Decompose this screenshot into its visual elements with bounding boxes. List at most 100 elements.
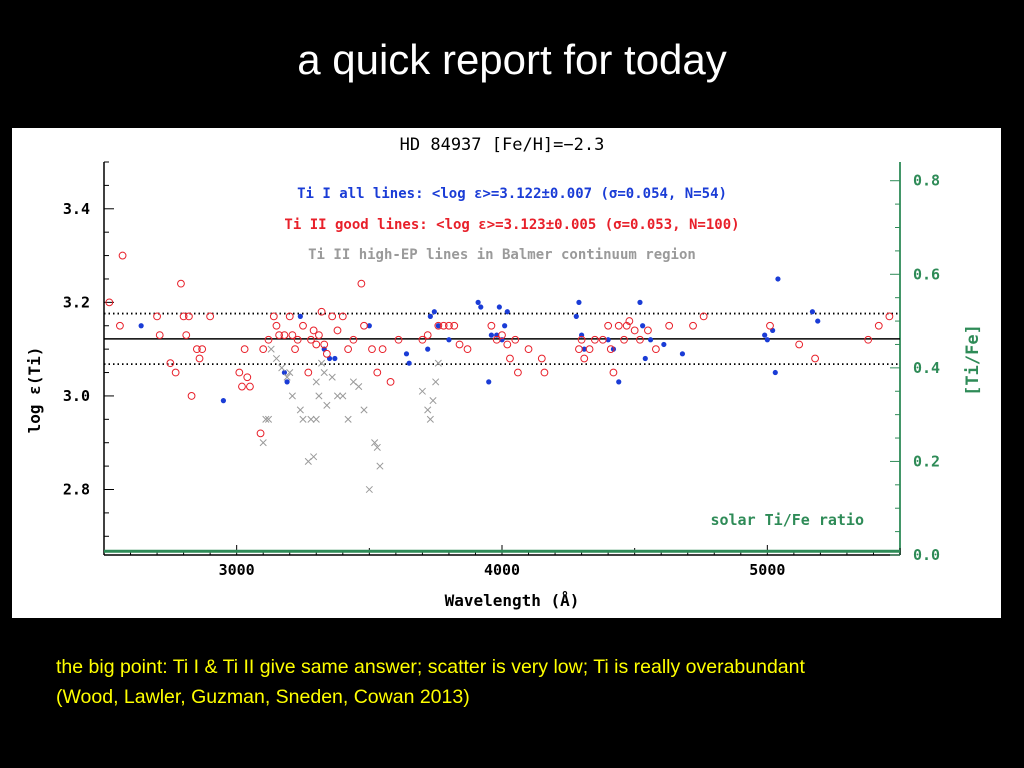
- ti2-point: [665, 321, 674, 330]
- ti1-point: [502, 323, 508, 329]
- ti2-high-ep-point: [432, 378, 440, 386]
- y-right-tick-label: 0.8: [913, 172, 940, 190]
- ti2-high-ep-point: [310, 453, 318, 461]
- ti2-high-ep-point: [278, 364, 286, 372]
- ti2-point: [155, 331, 164, 340]
- y-tick-label: 3.0: [63, 387, 90, 405]
- ti1-point: [661, 341, 667, 348]
- ti1-point: [581, 346, 587, 352]
- ti1-point: [475, 299, 481, 305]
- ti1-point: [488, 332, 494, 338]
- ti2-point: [293, 335, 302, 344]
- ti2-point: [291, 345, 299, 354]
- ti2-high-ep-point: [318, 359, 326, 367]
- ti2-point: [246, 382, 254, 391]
- ti2-point: [171, 368, 180, 377]
- ti2-point: [606, 345, 615, 354]
- ti2-high-ep-point: [312, 415, 320, 423]
- ti2-point: [256, 429, 265, 438]
- ti2-point: [378, 345, 387, 354]
- ti2-point: [540, 368, 549, 377]
- ti2-point: [524, 345, 533, 354]
- ti2-point: [243, 373, 252, 382]
- ti2-point: [795, 340, 804, 349]
- ti2-point: [299, 321, 307, 330]
- ti1-point: [576, 299, 582, 305]
- ti2-point: [320, 340, 329, 349]
- chart-title: HD 84937 [Fe/H]=−2.3: [400, 135, 605, 155]
- ti2-point: [166, 359, 175, 368]
- ti2-high-ep-point: [315, 392, 323, 400]
- caption-line-1: the big point: Ti I & Ti II give same an…: [56, 656, 805, 678]
- ti2-point: [338, 312, 347, 321]
- ti2-point: [259, 345, 268, 354]
- caption: the big point: Ti I & Ti II give same an…: [56, 652, 1006, 712]
- ti2-point: [580, 354, 589, 363]
- ti1-point: [138, 323, 144, 329]
- ti2-point: [620, 335, 628, 344]
- ti1-point: [366, 323, 372, 329]
- ti1-point: [605, 337, 611, 343]
- y-axis-right-label: [Ti/Fe]: [963, 324, 983, 396]
- ti2-point: [418, 335, 427, 344]
- ti2-point: [328, 312, 337, 321]
- ti2-point: [240, 345, 249, 354]
- legend-ti2-high-ep: Ti II high-EP lines in Balmer continuum …: [308, 247, 696, 263]
- ti2-point: [238, 382, 246, 391]
- ti2-high-ep-point: [434, 359, 442, 367]
- ti2-point: [492, 335, 501, 344]
- ti2-high-ep-point: [288, 392, 296, 400]
- ti1-point: [504, 309, 510, 315]
- ti2-point: [195, 354, 204, 363]
- ti2-point: [630, 326, 639, 335]
- ti1-point: [679, 351, 686, 357]
- ti1-point: [610, 346, 617, 352]
- ti2-point: [445, 321, 453, 330]
- y-right-tick-label: 0.2: [913, 452, 940, 470]
- ti2-point: [511, 335, 520, 344]
- ti2-point: [272, 321, 281, 330]
- ti2-point: [503, 340, 512, 349]
- ti2-point: [386, 377, 395, 386]
- ti2-point: [811, 354, 819, 363]
- ti2-point: [360, 321, 368, 330]
- ti2-point: [269, 312, 278, 321]
- ti2-point: [609, 368, 618, 377]
- x-axis-label: Wavelength (Å): [445, 591, 580, 610]
- ti2-high-ep-point: [320, 368, 328, 377]
- ti2-high-ep-point: [355, 383, 363, 391]
- ti2-point: [192, 345, 201, 354]
- ti1-point: [496, 304, 502, 310]
- ti2-high-ep-point: [286, 368, 294, 377]
- y-tick-label: 2.8: [63, 481, 90, 499]
- ti2-point: [590, 335, 599, 344]
- ti2-point: [487, 321, 496, 330]
- ti2-high-ep-point: [312, 378, 320, 386]
- ti2-point: [614, 321, 623, 330]
- ti1-point: [478, 304, 484, 310]
- x-tick-label: 3000: [219, 561, 255, 579]
- ti1-point: [772, 369, 778, 376]
- ti2-point: [394, 335, 403, 344]
- ti2-high-ep-point: [371, 439, 379, 447]
- ti2-point: [304, 368, 313, 377]
- ti1-point: [616, 379, 622, 385]
- ti2-point: [885, 312, 894, 321]
- ti2-high-ep-point: [328, 373, 336, 381]
- ti2-point: [179, 312, 188, 321]
- ti2-high-ep-point: [429, 397, 437, 405]
- ti2-point: [598, 335, 607, 344]
- y-axis-label: log ε(Ti): [25, 347, 44, 434]
- ti2-point: [585, 345, 594, 354]
- ti2-high-ep-point: [323, 401, 331, 409]
- ti2-point: [177, 279, 185, 288]
- ti1-point: [573, 313, 579, 319]
- ti2-point: [604, 321, 613, 330]
- figure-panel: HD 84937 [Fe/H]=−2.3 Ti I all lines: <lo…: [12, 128, 1001, 618]
- ti1-point: [406, 360, 412, 366]
- y-tick-label: 3.2: [63, 293, 90, 311]
- ti2-point: [439, 321, 448, 330]
- ti2-point: [636, 335, 644, 344]
- ti2-point: [288, 331, 297, 340]
- ti2-point: [322, 349, 331, 358]
